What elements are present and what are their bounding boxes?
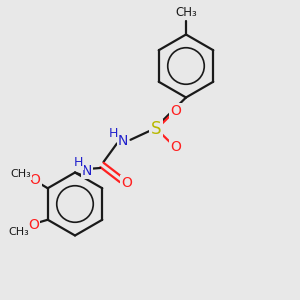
Text: N: N (118, 134, 128, 148)
Text: S: S (151, 120, 161, 138)
Text: H: H (109, 127, 118, 140)
Text: O: O (122, 176, 132, 190)
Text: O: O (170, 140, 181, 154)
Text: N: N (82, 164, 92, 178)
Text: CH₃: CH₃ (10, 169, 31, 179)
Text: CH₃: CH₃ (175, 6, 197, 20)
Text: O: O (30, 173, 40, 187)
Text: H: H (73, 156, 83, 169)
Text: O: O (170, 104, 181, 118)
Text: CH₃: CH₃ (8, 227, 29, 237)
Text: O: O (28, 218, 39, 232)
